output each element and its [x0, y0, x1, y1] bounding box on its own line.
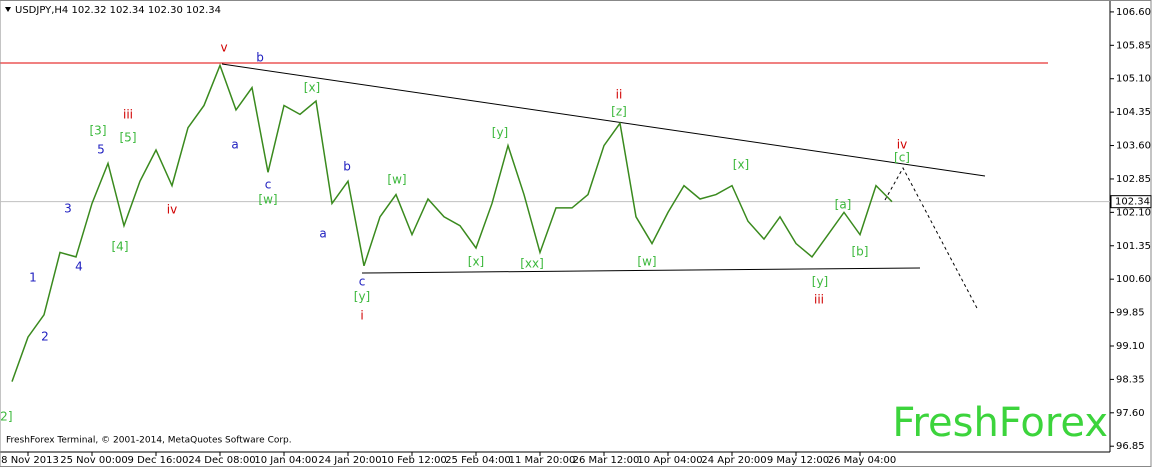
wave-label: iii [123, 108, 133, 122]
last-price-box [1110, 195, 1152, 209]
y-tick-label: 97.60 [1116, 408, 1145, 419]
wave-label: b [343, 160, 351, 174]
footer: FreshForex Terminal, © 2001-2014, MetaQu… [6, 436, 292, 446]
x-tick-label: 24 Apr 20:00 [701, 455, 766, 466]
wave-label: iv [167, 203, 177, 217]
y-tick-label: 106.60 [1116, 7, 1151, 18]
x-tick-label: 25 Nov 00:00 [60, 455, 127, 466]
wave-label: iii [814, 293, 824, 307]
wave-label: [x] [468, 255, 484, 269]
wave-label: [a] [835, 198, 852, 212]
wave-label: a [319, 227, 326, 241]
y-tick-label: 105.85 [1116, 40, 1151, 51]
wave-label: [xx] [520, 257, 544, 271]
price-line [11, 63, 893, 382]
x-tick-label: 11 Mar 20:00 [509, 455, 576, 466]
wave-label: a [231, 138, 238, 152]
wave-label: [3] [90, 124, 107, 138]
x-tick-label: 25 Feb 04:00 [445, 455, 511, 466]
wave-label: [y] [492, 126, 508, 140]
x-tick-label: 9 Dec 16:00 [128, 455, 189, 466]
wave-label: [w] [387, 173, 406, 187]
wave-label: v [220, 41, 227, 55]
wave-label: c [359, 275, 366, 289]
wave-label: ii [616, 88, 623, 102]
y-tick-label: 103.60 [1116, 141, 1151, 152]
wave-label: 3 [64, 202, 72, 216]
menu-arrow [5, 7, 11, 12]
y-tick-label: 98.35 [1116, 374, 1145, 385]
wave-label: [z] [611, 105, 627, 119]
wave-label: [w] [258, 193, 277, 207]
x-tick-label: 8 Nov 2013 [1, 455, 59, 466]
y-tick-label: 105.10 [1116, 74, 1151, 85]
wave-label: 2 [41, 330, 49, 344]
y-tick-label: 99.85 [1116, 308, 1145, 319]
wave-label: [x] [733, 158, 749, 172]
trend-line [221, 63, 986, 177]
wave-label: [c] [894, 151, 910, 165]
wave-label: [5] [120, 131, 137, 145]
wave-label: [4] [112, 240, 129, 254]
y-tick-label: 102.85 [1116, 174, 1151, 185]
x-tick-label: 10 Jan 04:00 [254, 455, 317, 466]
wave-label: 1 [29, 271, 37, 285]
wave-label: i [360, 309, 363, 323]
last-price-label: 102.34 [1115, 197, 1150, 208]
x-tick-label: 26 May 04:00 [828, 455, 897, 466]
wave-label: 4 [75, 260, 83, 274]
wave-label: [w] [637, 255, 656, 269]
support-line [361, 267, 921, 274]
y-tick-label: 100.60 [1116, 274, 1151, 285]
wave-label: [x] [304, 81, 320, 95]
wave-label: [y] [812, 275, 828, 289]
x-tick-label: 24 Dec 08:00 [188, 455, 255, 466]
wave-label: iv [897, 138, 907, 152]
x-tick-label: 10 Feb 12:00 [381, 455, 447, 466]
x-tick-label: 10 Apr 04:00 [637, 455, 702, 466]
y-tick-label: 99.10 [1116, 341, 1145, 352]
wave-label: [y] [354, 290, 370, 304]
x-tick-label: 26 Mar 12:00 [573, 455, 640, 466]
wave-label: [2] [0, 410, 13, 424]
x-tick-label: 24 Jan 20:00 [318, 455, 381, 466]
watermark: FreshForex [892, 400, 1108, 446]
wave-label: c [265, 178, 272, 192]
wave-label: 5 [97, 143, 105, 157]
wave-label: b [256, 51, 264, 65]
x-tick-label: 9 May 12:00 [767, 455, 829, 466]
chart-title: USDJPY,H4 102.32 102.34 102.30 102.34 [15, 5, 221, 16]
y-tick-label: 101.35 [1116, 241, 1151, 252]
y-tick-label: 104.35 [1116, 107, 1151, 118]
y-tick-label: 96.85 [1116, 441, 1145, 452]
projection [884, 166, 979, 311]
wave-label: [b] [852, 245, 869, 259]
y-tick-label: 102.10 [1116, 207, 1151, 218]
